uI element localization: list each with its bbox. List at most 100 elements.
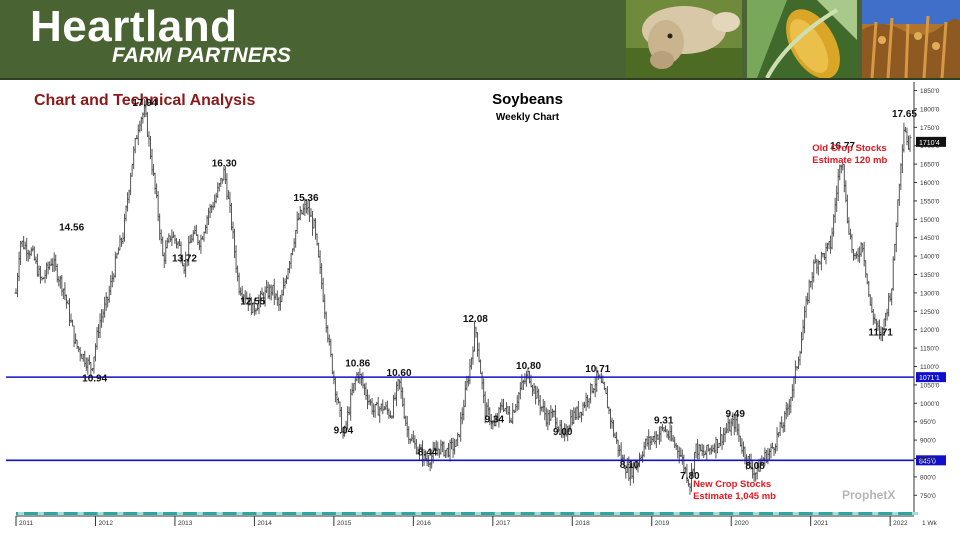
time-strip-segment <box>912 512 919 515</box>
time-strip-segment <box>892 512 899 515</box>
annotation-line: Estimate 120 mb <box>812 155 887 166</box>
time-strip-segment <box>852 512 859 515</box>
x-tick-label: 2019 <box>655 520 670 527</box>
price-label: 8.08 <box>745 461 765 472</box>
time-strip-segment <box>395 512 402 515</box>
y-tick-label: 1650'0 <box>920 162 940 169</box>
annotations: Old Crop Stocks Estimate 120 mb New Crop S… <box>693 143 887 502</box>
price-label: 8.10 <box>620 460 640 471</box>
time-strip-segment <box>176 512 183 515</box>
y-tick-label: 850'0 <box>920 456 936 463</box>
chart-subtitle: Weekly Chart <box>495 112 560 123</box>
time-strip-segment <box>574 512 581 515</box>
y-tick-label: 1800'0 <box>920 106 940 113</box>
price-bars <box>14 99 912 495</box>
price-label: 10.80 <box>516 361 541 372</box>
time-strip-segment <box>137 512 144 515</box>
price-label: 12.55 <box>240 296 265 307</box>
y-tick-label: 750'0 <box>920 493 936 500</box>
price-label: 12.08 <box>463 314 488 325</box>
x-tick-label: 2022 <box>893 520 908 527</box>
x-axis: 2011 2012 2013 2014 2015 2016 2017 2018 2019 2020… <box>15 512 938 527</box>
time-strip-segment <box>196 512 203 515</box>
time-strip-segment <box>455 512 462 515</box>
interval-label: 1 Wk <box>922 520 938 527</box>
time-strip-segment <box>534 512 541 515</box>
time-strip-segment <box>494 512 501 515</box>
y-tick-label: 1250'0 <box>920 309 940 316</box>
time-strip-segment <box>653 512 660 515</box>
y-axis: 1850'01800'01750'01700'01650'01600'01550… <box>913 82 946 515</box>
time-strip-segment <box>18 512 24 515</box>
x-tick-label: 2016 <box>416 520 431 527</box>
time-strip-segment <box>435 512 442 515</box>
price-label: 14.56 <box>59 222 84 233</box>
y-tick-label: 1300'0 <box>920 290 940 297</box>
x-tick-label: 2015 <box>337 520 352 527</box>
x-tick-label: 2017 <box>496 520 511 527</box>
y-tick-label: 1750'0 <box>920 125 940 132</box>
y-tick-label: 1000'0 <box>920 401 940 408</box>
level-tag <box>916 372 946 383</box>
time-strip-segment <box>693 512 700 515</box>
x-tick-label: 2014 <box>257 520 272 527</box>
y-tick-label: 1500'0 <box>920 217 940 224</box>
price-label: 7.80 <box>680 471 700 482</box>
banner-divider <box>0 78 960 80</box>
corn-photo <box>747 0 857 78</box>
level-label: 845'0 <box>919 458 936 465</box>
time-strip-segment <box>474 512 481 515</box>
time-strip-segment <box>37 512 44 515</box>
time-strip-segment <box>117 512 124 515</box>
price-label: 10.71 <box>585 364 610 375</box>
price-label: 9.34 <box>485 415 505 426</box>
time-strip-segment <box>276 512 283 515</box>
time-strip-segment <box>316 512 323 515</box>
annotation-text: New Crop Stocks Estimate 1,045 mb <box>693 479 776 502</box>
time-strip-segment <box>355 512 362 515</box>
time-strip-segment <box>872 512 879 515</box>
time-strip-segment <box>753 512 760 515</box>
level-tag <box>916 455 946 466</box>
y-tick-label: 1450'0 <box>920 235 940 242</box>
x-tick-label: 2011 <box>19 520 33 527</box>
x-tick-label: 2020 <box>734 520 749 527</box>
time-strip-segment <box>554 512 561 515</box>
price-label: 10.86 <box>345 359 370 370</box>
brand-subtitle: FARM PARTNERS <box>112 44 291 67</box>
annotation-line: Estimate 1,045 mb <box>693 491 776 502</box>
x-tick-label: 2013 <box>178 520 193 527</box>
time-strip-segment <box>77 512 84 515</box>
soybean-field-photo <box>862 0 960 78</box>
time-strip-segment <box>296 512 303 515</box>
time-strip-segment <box>335 512 342 515</box>
time-strip-segment <box>673 512 680 515</box>
time-strip-segment <box>812 512 819 515</box>
x-tick-label: 2018 <box>575 520 590 527</box>
time-strip-segment <box>375 512 382 515</box>
price-label: 15.36 <box>294 193 319 204</box>
horizontal-levels: 1071'1 845'0 <box>6 372 946 466</box>
annotation-line: New Crop Stocks <box>693 479 771 490</box>
price-label: 9.00 <box>553 427 573 438</box>
time-strip-segment <box>236 512 243 515</box>
brand-logo: Heartland <box>30 2 238 51</box>
time-strip-segment <box>832 512 839 515</box>
time-strip-segment <box>633 512 640 515</box>
header-banner: Heartland FARM PARTNERS <box>0 0 960 80</box>
annotation-text: Old Crop Stocks Estimate 120 mb <box>812 143 887 166</box>
price-label: 13.72 <box>172 253 197 264</box>
time-strip-segment <box>713 512 720 515</box>
price-label: 8.44 <box>418 448 438 459</box>
y-tick-label: 1550'0 <box>920 198 940 205</box>
price-labels: 14.56 10.94 17.94 13.72 16.30 12.55 15.36 9.04 1… <box>59 98 917 482</box>
y-tick-label: 1350'0 <box>920 272 940 279</box>
level-label: 1071'1 <box>919 375 940 382</box>
time-strip-segment <box>97 512 104 515</box>
annotation-line: Old Crop Stocks <box>812 143 886 154</box>
time-strip-segment <box>733 512 740 515</box>
y-tick-label: 1200'0 <box>920 327 940 334</box>
y-tick-label: 1850'0 <box>920 88 940 95</box>
time-strip-segment <box>772 512 779 515</box>
price-label: 17.94 <box>132 98 157 109</box>
